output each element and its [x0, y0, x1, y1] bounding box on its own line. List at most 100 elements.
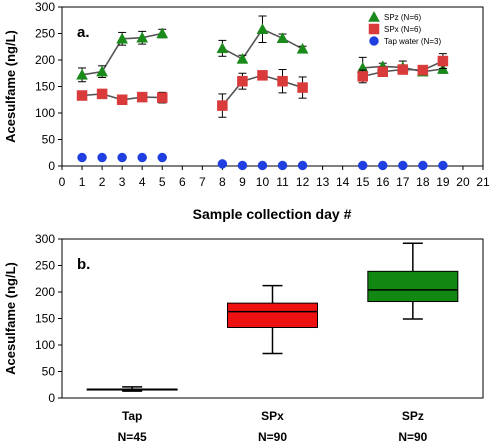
x-tick-label: 3 [119, 175, 126, 189]
y-tick-label: 0 [48, 391, 55, 405]
panel-b-box-plot: 0 50 100 150 200 250 300 Acesulfame (ng/L) b. Tap… [3, 232, 484, 444]
x-tick-label: 4 [139, 175, 146, 189]
x-tick-label: 18 [416, 175, 430, 189]
data-point [237, 160, 248, 171]
y-tick-label: 300 [35, 232, 55, 246]
x-tick-label: 5 [159, 175, 166, 189]
legend-label: Tap water (N=3) [384, 37, 441, 46]
y-tick-label: 150 [35, 80, 55, 94]
x-tick-label: 17 [396, 175, 410, 189]
data-point [277, 160, 288, 171]
box-1: SPx N=90 [227, 284, 318, 444]
data-point [156, 27, 169, 39]
data-point [217, 100, 228, 111]
x-tick-label: 11 [276, 175, 289, 189]
x-tick-label: 1 [79, 175, 86, 189]
y-tick-label: 100 [35, 106, 55, 120]
data-point [297, 160, 308, 171]
y-tick-label: 50 [42, 365, 56, 379]
data-point [257, 70, 268, 81]
x-tick-label: 9 [239, 175, 246, 189]
x-tick-label: 19 [436, 175, 450, 189]
x-tick-label: 15 [356, 175, 370, 189]
data-point [276, 32, 289, 44]
data-point [417, 64, 429, 76]
data-point [277, 75, 288, 87]
y-tick-label: 250 [35, 27, 55, 41]
category-label: SPz [402, 409, 424, 423]
data-point [297, 82, 308, 93]
data-point [116, 32, 129, 44]
panel-label: b. [77, 256, 90, 273]
x-tick-label: 21 [476, 175, 490, 189]
legend-marker [368, 23, 380, 35]
data-point [296, 42, 309, 54]
y-tick-label: 250 [35, 259, 55, 273]
x-tick-label: 14 [336, 175, 350, 189]
y-tick-label: 200 [35, 53, 55, 67]
data-point [76, 68, 88, 80]
data-point [377, 66, 389, 77]
data-point [157, 152, 167, 163]
data-point [398, 160, 408, 171]
legend-marker [369, 36, 379, 46]
sample-size-label: N=90 [258, 430, 287, 444]
data-point [96, 88, 108, 100]
data-point [237, 75, 248, 87]
data-point [117, 152, 127, 163]
x-tick-label: 12 [296, 175, 310, 189]
y-tick-label: 0 [48, 159, 55, 173]
data-point [357, 71, 368, 82]
legend: SPz (N=6) SPx (N=6) Tap water (N=3) [368, 10, 441, 46]
x-tick-label: 8 [219, 175, 226, 189]
box-0: Tap N=45 [86, 386, 178, 444]
data-point [397, 64, 409, 75]
data-point [136, 31, 149, 43]
y-axis-title: Acesulfame (ng/L) [3, 30, 18, 143]
x-tick-label: 16 [376, 175, 390, 189]
box-2: SPz N=90 [367, 242, 459, 444]
y-tick-label: 100 [35, 338, 55, 352]
data-point [76, 90, 88, 101]
category-label: SPx [261, 409, 284, 423]
box-body [367, 270, 459, 303]
x-tick-label: 13 [316, 175, 330, 189]
x-tick-label: 20 [456, 175, 470, 189]
x-axis-title: Sample collection day # [193, 206, 352, 222]
y-tick-label: 300 [35, 0, 55, 14]
x-tick-label: 10 [256, 175, 270, 189]
x-tick-label: 6 [179, 175, 186, 189]
data-point [438, 160, 448, 171]
data-point [96, 65, 109, 77]
x-tick-label: 7 [199, 175, 206, 189]
data-point [437, 55, 449, 67]
data-point [77, 152, 87, 163]
x-tick-label: 2 [99, 175, 106, 189]
data-point [137, 152, 147, 163]
data-point [156, 92, 168, 103]
legend-label: SPx (N=6) [384, 25, 421, 34]
x-tick-label: 0 [59, 175, 66, 189]
y-axis-title: Acesulfame (ng/L) [3, 262, 18, 375]
data-point [418, 160, 428, 171]
data-point [357, 160, 368, 171]
y-tick-label: 200 [35, 285, 55, 299]
y-tick-label: 50 [42, 133, 56, 147]
data-point [136, 91, 148, 103]
data-point [217, 159, 228, 169]
panel-label: a. [77, 24, 90, 41]
legend-marker [368, 10, 380, 22]
series-2 [77, 152, 448, 171]
data-point [216, 42, 229, 54]
data-point [378, 160, 388, 171]
data-point [116, 94, 128, 105]
legend-label: SPz (N=6) [384, 13, 421, 22]
box-body [227, 302, 318, 329]
data-point [256, 23, 269, 35]
data-point [236, 52, 249, 64]
sample-size-label: N=45 [118, 430, 147, 444]
y-tick-label: 150 [35, 312, 55, 326]
data-point [257, 160, 268, 171]
